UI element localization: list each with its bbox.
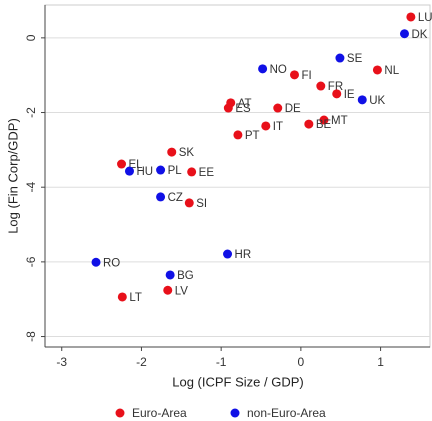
legend-label: non-Euro-Area — [247, 406, 326, 420]
y-tick-label: -8 — [24, 331, 38, 342]
x-tick-label: -3 — [56, 355, 67, 369]
point-label: PT — [245, 130, 260, 142]
point — [372, 65, 382, 75]
point-label: NL — [384, 65, 399, 77]
point — [91, 257, 101, 267]
point-label: RO — [103, 257, 120, 269]
point-label: ES — [235, 103, 251, 115]
point — [258, 64, 268, 74]
point — [156, 165, 166, 175]
plot-area — [44, 4, 431, 348]
y-tick-label: -2 — [24, 107, 38, 118]
point — [163, 285, 173, 295]
point-label: DE — [285, 103, 301, 115]
point-label: IE — [344, 89, 355, 101]
point-label: UK — [369, 95, 385, 107]
point-label: CZ — [168, 192, 183, 204]
point-label: LT — [129, 292, 142, 304]
point — [357, 95, 367, 105]
point — [117, 292, 127, 302]
point-label: BG — [177, 270, 194, 282]
point-label: IT — [273, 121, 283, 133]
point-label: FI — [301, 70, 311, 82]
point — [223, 249, 233, 259]
x-tick-label: 0 — [298, 355, 305, 369]
y-axis-title: Log (Fin Corp/GDP) — [5, 118, 20, 234]
x-tick-label: -1 — [216, 355, 227, 369]
point-label: AT — [238, 98, 252, 110]
y-tick-label: 0 — [24, 34, 38, 41]
y-tick-label: -4 — [24, 182, 38, 193]
point — [184, 198, 194, 208]
x-tick-label: 1 — [377, 355, 384, 369]
point-label: DK — [411, 29, 427, 41]
point-label: SE — [347, 53, 363, 65]
point — [319, 115, 329, 125]
point-label: HU — [136, 166, 153, 178]
point-label: MT — [331, 115, 348, 127]
point — [223, 103, 233, 113]
point-label: HR — [235, 249, 252, 261]
point — [124, 166, 134, 176]
point — [233, 130, 243, 140]
point — [156, 192, 166, 202]
point-label: BE — [316, 119, 332, 131]
point-label: PL — [168, 165, 183, 177]
point — [261, 121, 271, 131]
legend-marker — [230, 408, 240, 418]
point — [316, 81, 326, 91]
point — [289, 70, 299, 80]
legend-label: Euro-Area — [132, 406, 187, 420]
point — [399, 29, 409, 39]
point — [165, 270, 175, 280]
point-label: LU — [418, 12, 432, 24]
point-label: LV — [175, 285, 189, 297]
point-label: NO — [270, 64, 287, 76]
point-label: FR — [328, 81, 343, 93]
legend-marker — [115, 408, 125, 418]
point — [273, 103, 283, 113]
point — [167, 147, 177, 157]
point — [117, 159, 127, 169]
x-tick-label: -2 — [136, 355, 147, 369]
point — [304, 119, 314, 129]
point-label: EE — [199, 167, 215, 179]
x-axis-title: Log (ICPF Size / GDP) — [172, 374, 303, 389]
y-tick-label: -6 — [24, 256, 38, 267]
point-label: SK — [179, 147, 195, 159]
point — [406, 12, 416, 22]
point-label: SI — [196, 198, 207, 210]
point — [187, 167, 197, 177]
point — [335, 53, 345, 63]
point — [332, 89, 342, 99]
